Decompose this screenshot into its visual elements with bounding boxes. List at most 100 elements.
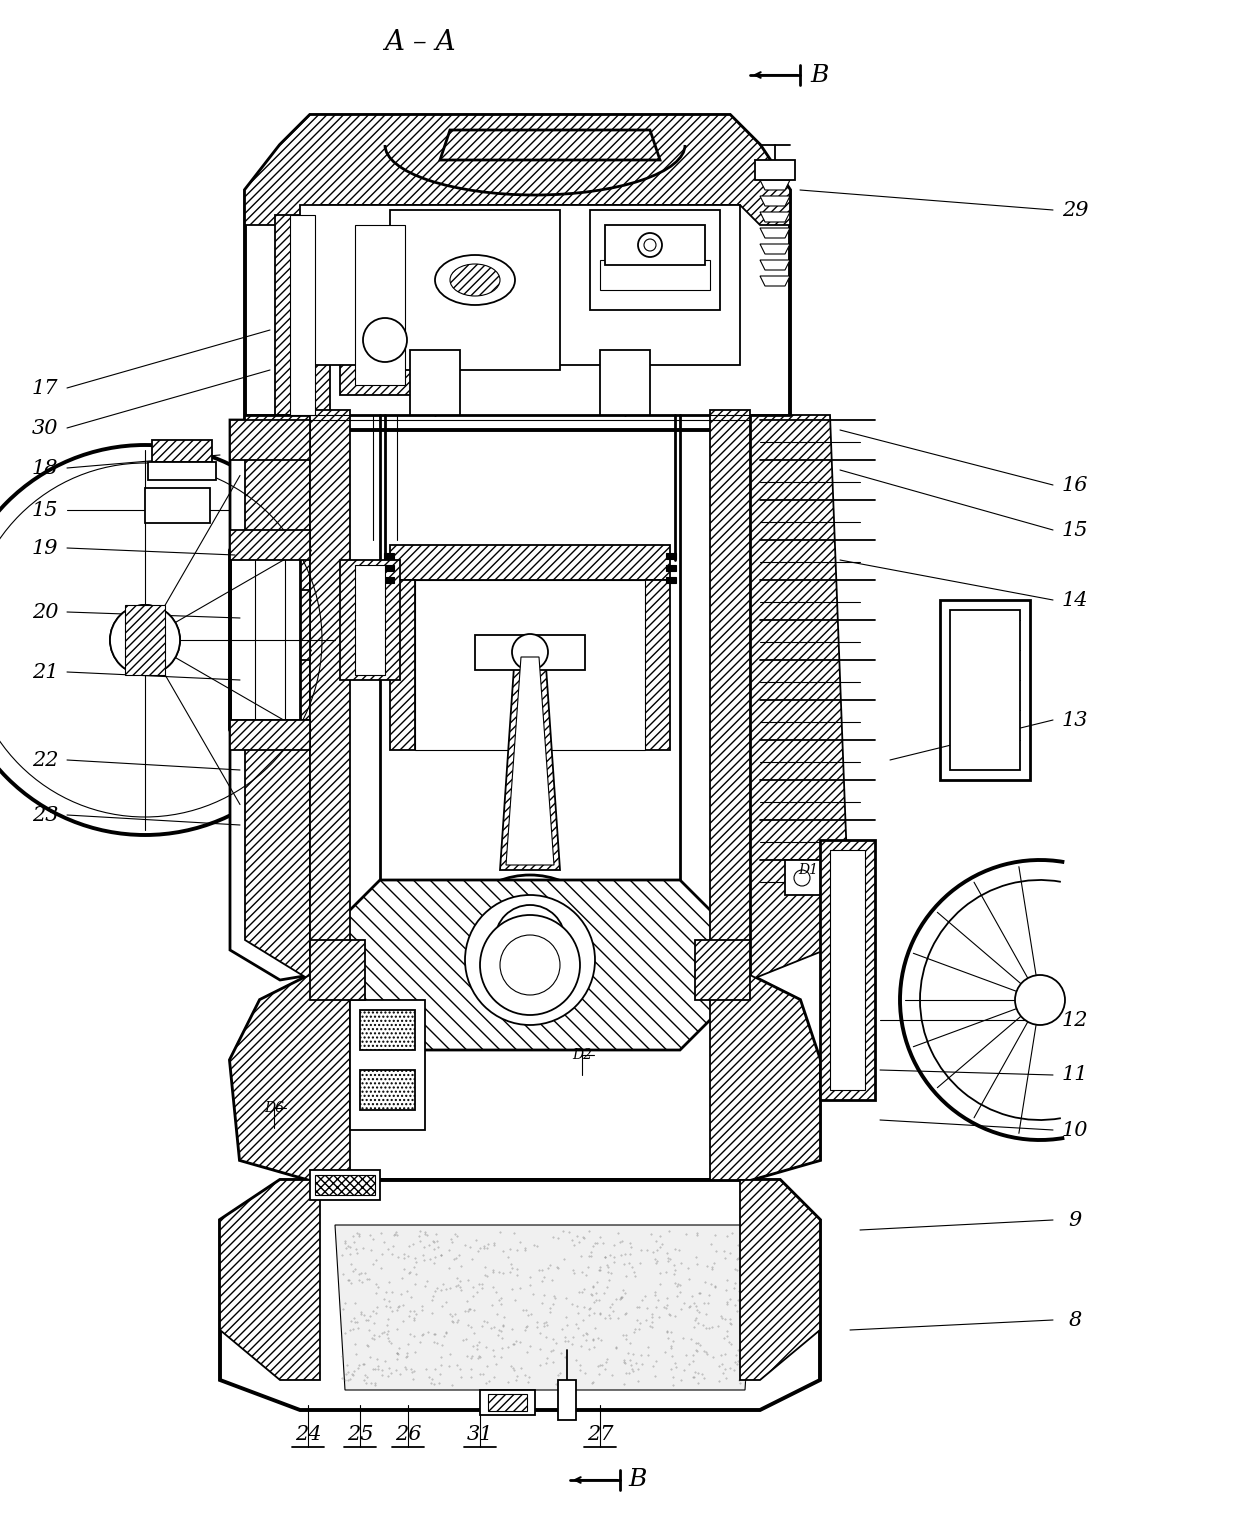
Bar [410,350,460,415]
Bar [785,861,820,895]
Bar [148,462,216,480]
Polygon shape [246,115,790,430]
Circle shape [445,876,615,1045]
Text: 27: 27 [587,1426,614,1444]
Text: 14: 14 [1061,591,1089,609]
Text: 24: 24 [295,1426,321,1444]
Bar [340,215,420,395]
Text: 13: 13 [1061,711,1089,730]
Bar [310,1170,379,1200]
Circle shape [110,604,180,676]
Polygon shape [229,976,820,1180]
Polygon shape [229,420,310,980]
Text: 11: 11 [1061,1065,1089,1085]
Polygon shape [440,130,660,161]
Polygon shape [246,115,790,226]
Bar [590,211,720,311]
Text: 8: 8 [1069,1310,1081,1330]
Polygon shape [391,545,670,580]
Polygon shape [229,530,310,561]
Bar [489,1394,527,1410]
Text: 15: 15 [32,500,58,520]
Text: 21: 21 [32,662,58,682]
Bar [950,611,1021,770]
Bar [605,226,706,265]
Text: A – A: A – A [384,29,456,56]
Bar [310,411,350,980]
Text: D6: D6 [264,1101,284,1115]
Polygon shape [219,1180,320,1380]
Bar [360,1011,415,1050]
Text: 9: 9 [1069,1210,1081,1230]
Bar [153,439,212,462]
Polygon shape [750,415,849,980]
Text: B: B [811,64,830,86]
Bar [666,553,676,559]
Bar [558,1380,577,1420]
Circle shape [639,233,662,258]
Bar [666,577,676,583]
Polygon shape [740,1180,820,1380]
Bar [384,565,394,571]
Text: 16: 16 [1061,476,1089,494]
Text: 20: 20 [32,603,58,621]
Circle shape [512,633,548,670]
Polygon shape [500,651,560,870]
Circle shape [110,604,180,676]
Text: 30: 30 [32,418,58,438]
Text: 22: 22 [32,750,58,770]
Polygon shape [229,420,310,461]
Circle shape [0,445,340,835]
Bar [600,261,711,289]
Circle shape [480,915,580,1015]
Bar [355,226,405,385]
Polygon shape [760,195,790,206]
Polygon shape [711,976,820,1180]
Text: 18: 18 [32,459,58,477]
Polygon shape [760,180,790,189]
Bar [145,488,210,523]
Polygon shape [760,212,790,223]
Polygon shape [760,244,790,255]
Bar [340,561,401,680]
Bar [600,350,650,415]
Bar [415,580,645,750]
Polygon shape [335,1226,755,1389]
Bar [830,850,866,1089]
Bar [275,215,330,415]
Bar [310,939,365,1000]
Text: D1: D1 [799,864,818,877]
Bar [260,589,310,661]
Text: 25: 25 [347,1426,373,1444]
Bar [355,565,384,676]
Polygon shape [391,580,415,750]
Polygon shape [645,580,670,750]
Ellipse shape [435,255,515,305]
Bar [384,553,394,559]
Bar [384,577,394,583]
Polygon shape [391,211,560,370]
Text: B: B [629,1468,647,1491]
Text: D2: D2 [572,1048,591,1062]
Bar [360,1070,415,1110]
Polygon shape [246,415,310,980]
Bar [480,1389,534,1415]
Text: 12: 12 [1061,1011,1089,1030]
Text: 26: 26 [394,1426,422,1444]
Bar [290,215,315,415]
Text: 17: 17 [32,379,58,397]
Circle shape [465,895,595,1026]
Polygon shape [229,976,350,1180]
Text: 23: 23 [32,806,58,824]
Text: 29: 29 [1061,200,1089,220]
Bar [125,604,165,676]
Circle shape [363,318,407,362]
Bar [820,839,875,1100]
Text: 10: 10 [1061,1121,1089,1139]
Polygon shape [219,1180,820,1410]
Bar [940,600,1030,780]
Circle shape [500,935,560,995]
Bar [711,411,750,980]
Text: 31: 31 [466,1426,494,1444]
Polygon shape [760,227,790,238]
